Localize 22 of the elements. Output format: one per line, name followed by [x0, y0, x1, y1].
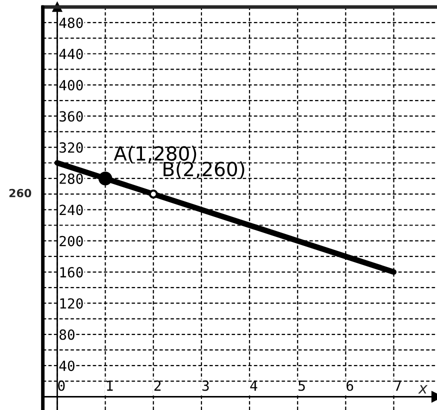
y-tick-label: 480: [59, 18, 83, 28]
y-tick-label: 360: [60, 111, 83, 122]
y-tick-label: 400: [59, 80, 83, 90]
x-tick-label: 1: [106, 380, 113, 391]
x-tick-label: 5: [298, 380, 305, 391]
y-tick-label: 240: [60, 204, 83, 216]
y-tick-label: 200: [60, 236, 83, 246]
y-tick-label: 80: [60, 329, 74, 340]
y-tick-label: 120: [60, 298, 83, 309]
y-tick-label: 320: [60, 142, 83, 153]
x-tick-label: 4: [250, 380, 258, 391]
x-tick-label: 0: [58, 380, 65, 391]
text: 260: [9, 188, 32, 198]
x-axis-title: x: [418, 385, 428, 394]
x-tick-label: 6: [346, 380, 354, 391]
y-tick-label: 40: [59, 360, 74, 372]
y-tick-label: 160: [60, 267, 83, 278]
y-tick-label: 280: [60, 173, 83, 184]
annotation: B(2,260): [164, 161, 244, 179]
y-tick-label: 440: [59, 48, 83, 60]
annotation: A(1,280): [114, 146, 196, 164]
x-tick-label: 2: [154, 380, 161, 391]
